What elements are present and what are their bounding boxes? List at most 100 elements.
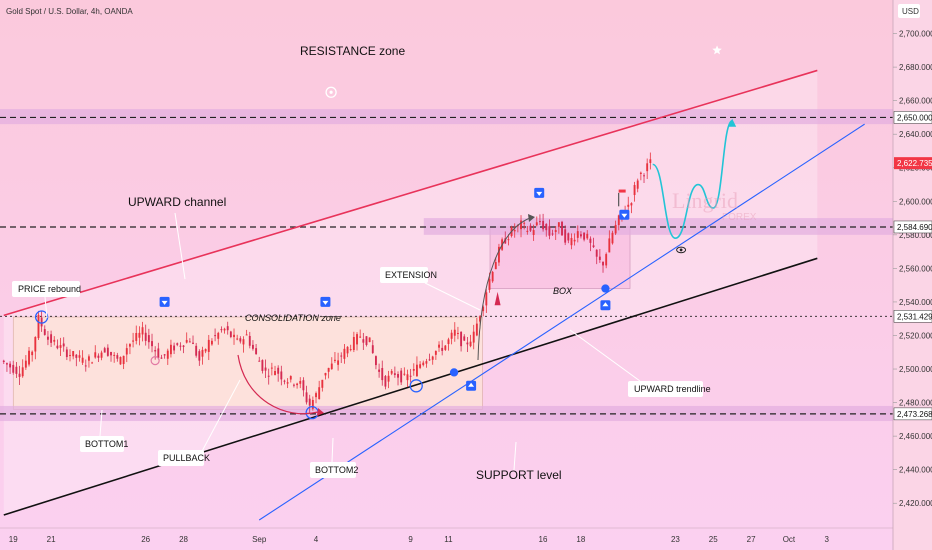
candle-body — [583, 232, 586, 240]
candle-body — [431, 356, 434, 360]
candle-body — [318, 387, 321, 400]
bottom2-text: BOTTOM2 — [315, 465, 358, 475]
price-axis: USD — [892, 0, 932, 550]
y-tick-label: 2,600.000 — [899, 197, 932, 206]
bottom1-callout: BOTTOM1 — [80, 436, 128, 452]
candle-body — [198, 351, 201, 361]
candle-body — [169, 344, 172, 355]
candle-body — [116, 355, 119, 359]
candle-body — [5, 363, 8, 365]
bottom2-callout: BOTTOM2 — [310, 462, 358, 478]
candle-body — [504, 238, 507, 244]
candle-body — [87, 356, 90, 361]
currency-label: USD — [902, 7, 919, 16]
candle-body — [94, 352, 97, 358]
candle-body — [444, 345, 447, 350]
candle-body — [144, 332, 147, 341]
candle-body — [229, 331, 232, 338]
price-rebound-pointer — [44, 296, 48, 319]
touch-marker — [34, 310, 49, 324]
candle-body — [438, 344, 440, 348]
candle-body — [485, 292, 488, 306]
watermark-brand: Lingrid — [672, 188, 738, 213]
candle-body — [179, 345, 182, 347]
candle-body — [526, 230, 529, 232]
price-rebound-text: PRICE rebound — [18, 284, 81, 294]
y-tick-label: 2,440.000 — [899, 466, 932, 475]
candle-body — [264, 367, 267, 371]
candle-body — [579, 234, 582, 237]
candle-body — [176, 343, 179, 345]
candle-body — [302, 380, 305, 391]
candle-body — [507, 239, 510, 241]
eye-icon-pupil — [679, 248, 683, 252]
x-tick-label: 25 — [709, 535, 718, 544]
candle-body — [50, 334, 53, 343]
candle-body — [154, 350, 157, 352]
candle-body — [447, 339, 450, 345]
candle-body — [397, 374, 399, 378]
candle-body — [308, 398, 311, 406]
candle-body — [362, 339, 365, 343]
candle-body — [482, 306, 485, 312]
candle-body — [346, 346, 349, 354]
candle-body — [233, 334, 235, 338]
candle-body — [223, 328, 226, 331]
extension-text: EXTENSION — [385, 270, 437, 280]
y-tick-label: 2,640.000 — [899, 130, 932, 139]
candle-body — [267, 375, 270, 377]
candle-body — [315, 393, 317, 398]
candle-body — [630, 203, 633, 206]
candle-body — [535, 222, 538, 226]
candle-body — [532, 230, 535, 235]
candle-body — [614, 224, 617, 234]
candle-body — [441, 347, 444, 351]
candle-body — [128, 344, 131, 347]
candle-body — [173, 345, 176, 351]
candle-body — [239, 338, 242, 342]
price-tag-box — [893, 310, 932, 323]
upward-trendline-text: UPWARD trendline — [634, 384, 711, 394]
upward-trendline — [258, 123, 865, 521]
candle-body — [97, 355, 100, 358]
candle-body — [359, 336, 362, 338]
candle-body — [557, 222, 560, 227]
band-box-top — [423, 218, 893, 235]
candle-body — [113, 354, 116, 356]
candle-body — [617, 215, 620, 226]
arrow-down-icon — [161, 300, 168, 305]
candle-body — [400, 370, 403, 383]
candle-body — [166, 350, 169, 359]
candle-body — [31, 351, 34, 356]
eye-icon — [676, 246, 687, 254]
candle-body — [84, 365, 87, 367]
x-tick-label: 3 — [825, 535, 830, 544]
candle-body — [529, 225, 532, 231]
candle-body — [381, 367, 384, 381]
price-tag-box — [893, 407, 932, 421]
candle-body — [406, 374, 409, 381]
candle-body — [43, 329, 46, 335]
candle-body — [91, 362, 94, 364]
x-tick-label: Sep — [252, 535, 267, 544]
candle-body — [453, 329, 456, 336]
band-support — [0, 405, 893, 422]
candle-body — [475, 323, 478, 336]
candle-body — [125, 348, 128, 355]
candle-body — [226, 326, 229, 331]
candle-body — [100, 352, 103, 358]
channel-upper-line — [3, 69, 818, 317]
candle-body — [40, 317, 43, 327]
y-tick-label: 2,580.000 — [899, 231, 932, 240]
bottom1-text: BOTTOM1 — [85, 439, 128, 449]
candle-body — [589, 238, 592, 243]
candle-body — [434, 350, 437, 355]
forecast-path — [652, 119, 733, 239]
candle-body — [627, 204, 630, 207]
candle-body — [106, 347, 109, 356]
candle-body — [356, 334, 358, 345]
candle-body — [289, 376, 292, 380]
candle-body — [428, 359, 431, 361]
